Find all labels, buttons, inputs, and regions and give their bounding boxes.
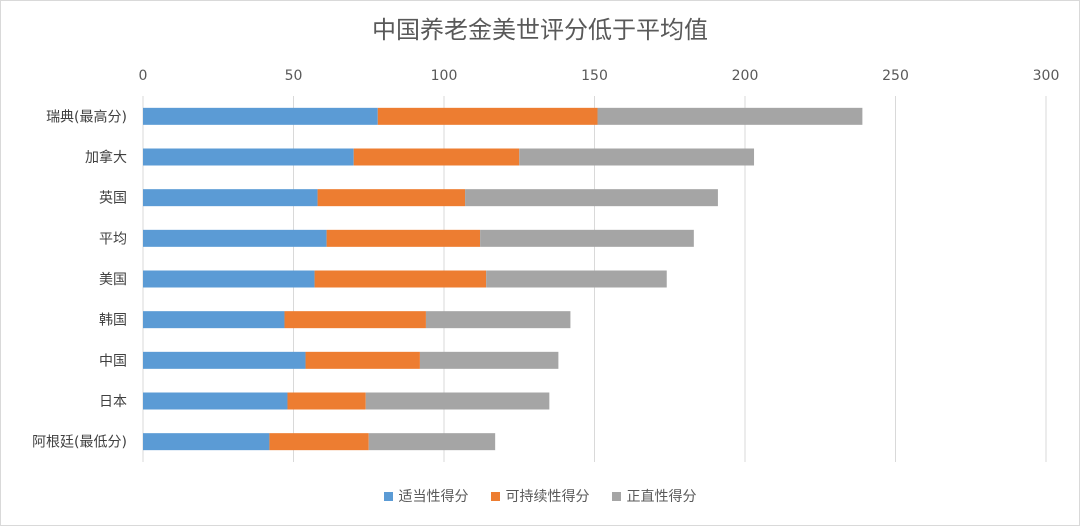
bar-segment [317, 189, 466, 207]
category-label: 阿根廷(最低分) [32, 435, 127, 451]
category-label: 平均 [99, 231, 127, 247]
category-label: 中国 [99, 353, 127, 369]
legend-label: 正直性得分 [626, 489, 697, 505]
x-tick-label: 200 [732, 68, 759, 84]
legend-label: 适当性得分 [398, 489, 469, 505]
x-tick-label: 50 [285, 68, 303, 84]
bar-segment [143, 392, 288, 410]
bar-segment [365, 392, 550, 410]
x-tick-label: 100 [431, 68, 458, 84]
bar-segment [465, 189, 718, 207]
bar-segment [143, 351, 306, 369]
chart-title: 中国养老金美世评分低于平均值 [372, 16, 708, 44]
bar-segment [287, 392, 366, 410]
bar-segment [368, 433, 496, 451]
legend-label: 可持续性得分 [505, 489, 590, 505]
bar-segment [425, 311, 571, 329]
bar-segment [305, 351, 420, 369]
legend-swatch [383, 491, 393, 501]
category-label: 日本 [99, 394, 127, 410]
bar-segment [269, 433, 369, 451]
bar-segment [480, 229, 694, 247]
category-label: 韩国 [99, 313, 127, 329]
x-tick-label: 150 [581, 68, 608, 84]
bar-segment [143, 433, 270, 451]
bar-segment [314, 270, 487, 288]
x-tick-label: 250 [882, 68, 909, 84]
bar-segment [143, 189, 318, 207]
category-label: 瑞典(最高分) [46, 108, 127, 125]
bar-segment [143, 229, 327, 247]
bar-segment [143, 148, 354, 166]
category-label: 加拿大 [85, 149, 127, 166]
legend: 适当性得分 可持续性得分 正直性得分 [0, 486, 1080, 506]
bar-segment [284, 311, 426, 329]
legend-item: 适当性得分 [383, 486, 469, 506]
bar-segment [143, 270, 315, 288]
bar-segment [326, 229, 481, 247]
bar-segment [519, 148, 755, 166]
category-label: 美国 [99, 272, 127, 288]
legend-item: 可持续性得分 [490, 486, 590, 506]
bar-segment [377, 107, 598, 125]
bar-segment [597, 107, 863, 125]
bar-segment [143, 311, 285, 329]
x-axis-ticks: 0 50 100 150 200 250 300 [139, 68, 1060, 84]
legend-item: 正直性得分 [611, 486, 697, 506]
x-tick-label: 0 [139, 68, 148, 84]
bar-segment [486, 270, 667, 288]
bar-segment [353, 148, 520, 166]
bar-segment [143, 107, 378, 125]
legend-swatch [611, 491, 621, 501]
bar-segment [419, 351, 559, 369]
bars [143, 107, 863, 451]
legend-swatch [490, 491, 500, 501]
category-label: 英国 [99, 190, 127, 207]
x-tick-label: 300 [1033, 68, 1060, 84]
